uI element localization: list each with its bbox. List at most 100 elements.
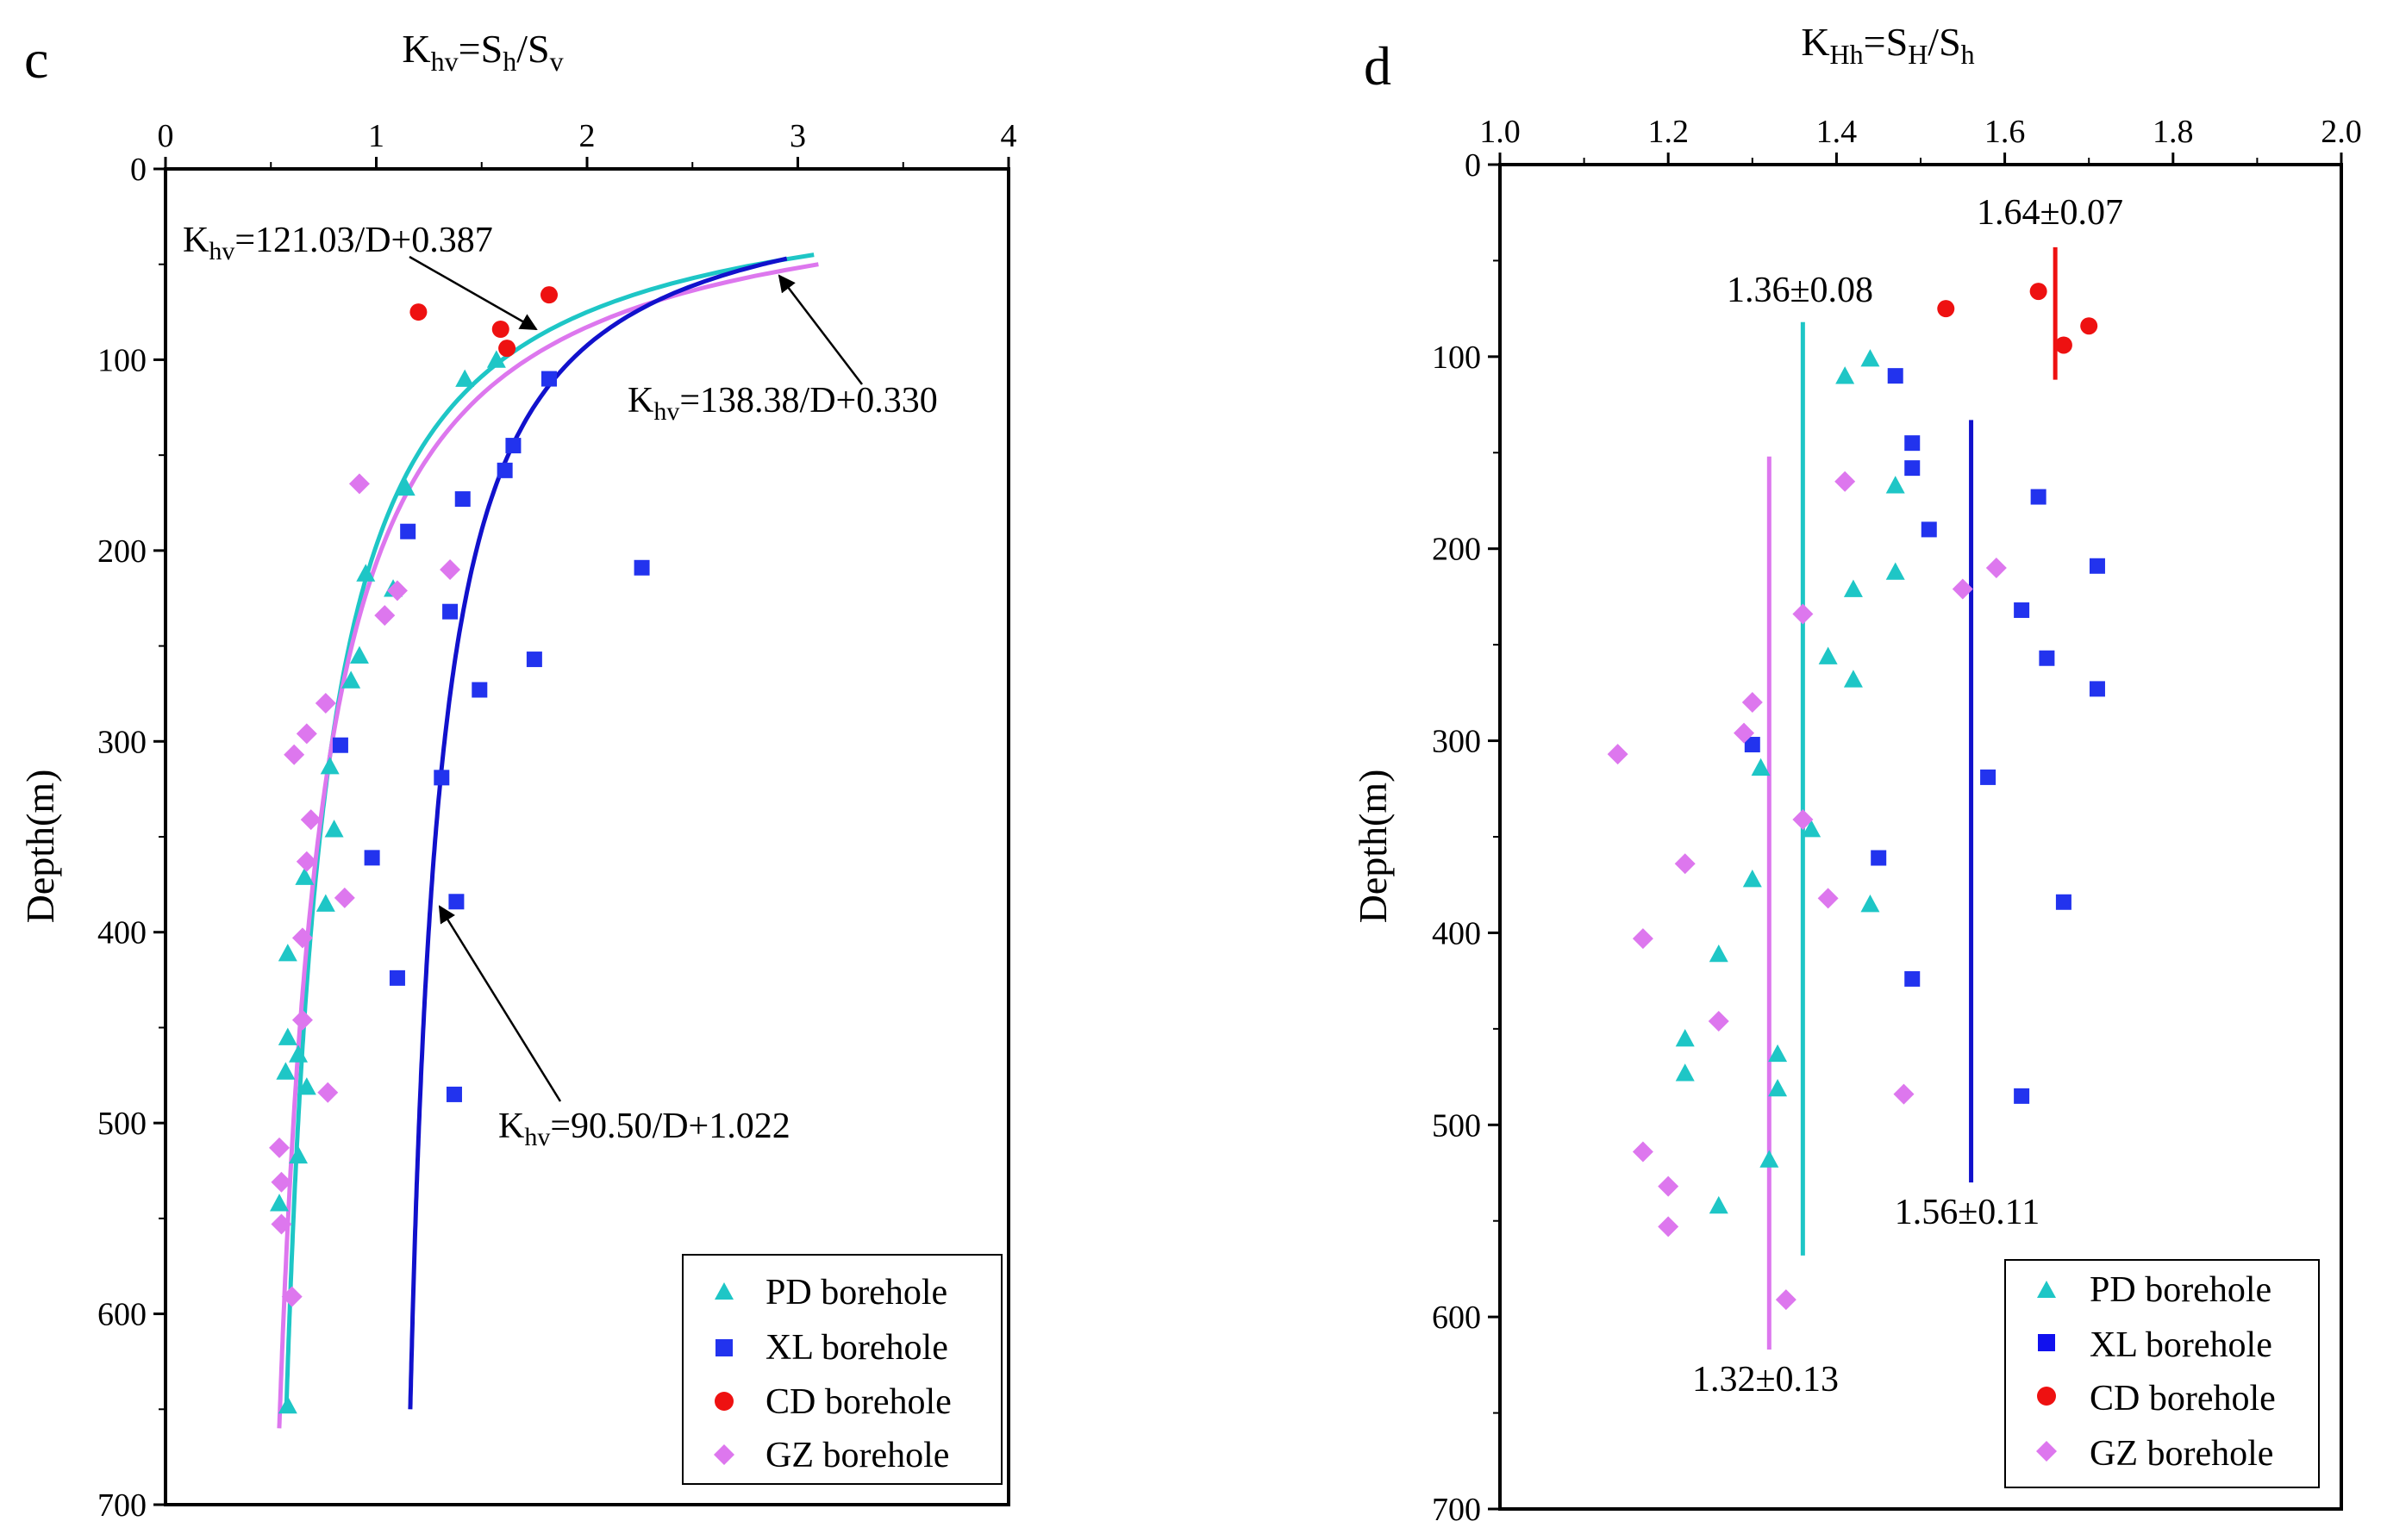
gz-data-point	[1775, 1289, 1796, 1311]
pd-data-point	[1843, 579, 1863, 597]
pd-data-point	[341, 670, 361, 689]
legend-d-gz-marker	[2036, 1441, 2057, 1462]
xl-data-point	[1887, 368, 1903, 384]
xl-data-point	[2014, 602, 2030, 619]
xl-data-point	[2014, 1088, 2030, 1104]
panel-d-y-tick-label: 100	[1432, 340, 1481, 376]
gz-data-point	[271, 1171, 292, 1193]
pd-data-point	[320, 757, 340, 775]
xl-data-point	[434, 770, 450, 786]
gz-data-point	[1817, 888, 1839, 909]
gz-data-point	[386, 580, 408, 602]
panel-d-legend-gz-label: GZ borehole	[2090, 1434, 2273, 1474]
xl-data-point	[2055, 894, 2071, 910]
gz-data-point	[291, 927, 313, 949]
cd-data-point	[2054, 336, 2072, 354]
pd-data-point	[486, 350, 506, 368]
pd-data-point	[1742, 870, 1762, 888]
gz-data-point	[440, 559, 461, 580]
panel-c-legend: PD borehole XL borehole CD borehole GZ b…	[682, 1254, 1003, 1485]
gz-data-point	[1734, 722, 1755, 744]
xl-data-point	[454, 491, 471, 508]
pd-data-point	[1818, 646, 1838, 664]
pd-data-point	[289, 1145, 309, 1164]
xl-data-point	[448, 894, 465, 910]
panel-d-x-tick-label: 1.6	[1984, 114, 2026, 150]
annotation-gz-arrow	[778, 274, 863, 385]
pd-data-point	[324, 820, 344, 838]
legend-cd-marker	[715, 1392, 734, 1411]
xl-data-point	[1921, 521, 1937, 538]
cd-data-point	[491, 321, 509, 338]
cd-data-point	[2080, 317, 2098, 335]
xl-data-point	[2039, 650, 2055, 666]
xl-data-point	[526, 652, 542, 668]
panel-c-y-tick-label: 300	[97, 724, 147, 760]
panel-d-y-tick-label: 500	[1432, 1107, 1481, 1144]
panel-d-x-axis-title: KHh=SH/Sh	[1801, 20, 1974, 70]
panel-c-legend-pd-label: PD borehole	[765, 1273, 947, 1312]
annotation-xl-arrow	[438, 905, 562, 1102]
panel-c-annotation-gz: Khv=138.38/D+0.330	[628, 274, 938, 426]
gz-data-point	[1658, 1175, 1679, 1197]
gz-data-point	[1952, 578, 1973, 600]
pd-data-point	[455, 369, 475, 387]
panel-d-legend-xl-label: XL borehole	[2090, 1325, 2272, 1365]
panel-c-x-tick-label: 0	[158, 118, 174, 154]
pd-data-point	[1843, 670, 1863, 688]
panel-d-legend: PD borehole XL borehole CD borehole GZ b…	[2004, 1259, 2320, 1488]
cd-data-point	[409, 303, 428, 321]
panel-c-x-tick-label: 3	[790, 118, 806, 154]
xl-data-point	[364, 850, 380, 866]
gz-data-point	[1674, 853, 1696, 875]
gz-data-point	[1985, 558, 2007, 578]
annotation-pd-fit: Khv=121.03/D+0.387	[183, 221, 493, 265]
xl-data-point	[1871, 850, 1887, 866]
pd-data-point	[297, 1077, 316, 1095]
xl-data-point	[2089, 681, 2105, 697]
annotation-gz-mean: 1.32±0.13	[1692, 1360, 1839, 1400]
pd-data-point	[1768, 1078, 1788, 1097]
xl-data-point	[389, 970, 405, 986]
panel-c-y-tick-label: 100	[97, 342, 147, 378]
panel-c-x-axis-title: Khv=Sh/Sv	[402, 27, 563, 77]
pd-data-point	[1885, 476, 1905, 494]
panel-c-data-points	[269, 286, 650, 1414]
gz-data-point	[1741, 692, 1763, 713]
panel-c-y-axis-title: Depth(m)	[18, 770, 62, 924]
pd-data-point	[295, 867, 315, 885]
xl-data-point	[2030, 489, 2046, 505]
gz-data-point	[296, 851, 317, 872]
panel-d-y-tick-label: 700	[1432, 1492, 1481, 1528]
pd-data-point	[278, 1027, 297, 1045]
xl-data-point	[400, 523, 416, 539]
pd-data-point	[396, 477, 416, 496]
pd-data-point	[278, 1395, 297, 1414]
panel-d-y-tick-label: 400	[1432, 915, 1481, 951]
panel-c-annotation-xl: Khv=90.50/D+1.022	[438, 905, 790, 1151]
gz-data-point	[1632, 1141, 1653, 1163]
pd-data-point	[278, 944, 297, 962]
legend-gz-marker	[714, 1444, 734, 1465]
legend-d-pd-marker	[2037, 1281, 2056, 1298]
xl-data-point	[1980, 769, 1996, 785]
panel-d-x-tick-label: 1.4	[1816, 114, 1858, 150]
xl-data-point	[442, 603, 459, 620]
pd-data-point	[289, 1044, 309, 1063]
panel-d-letter: d	[1364, 35, 1391, 97]
panel-c-legend-box	[682, 1254, 1003, 1485]
annotation-xl-mean: 1.56±0.11	[1895, 1193, 2040, 1232]
panel-c-legend-cd-label: CD borehole	[765, 1382, 952, 1422]
gz-data-point	[281, 1286, 303, 1307]
pd-data-point	[1835, 366, 1855, 384]
xl-data-point	[1904, 970, 1921, 987]
panel-d-y-tick-label: 200	[1432, 532, 1481, 568]
panel-d-legend-pd-label: PD borehole	[2090, 1270, 2271, 1310]
gz-data-point	[1607, 744, 1628, 765]
xl-data-point	[634, 559, 650, 576]
panel-c-y-tick-label: 200	[97, 533, 147, 570]
gz-data-point	[1708, 1010, 1729, 1032]
panel-c-y-tick-label: 0	[130, 152, 147, 188]
panel-d-mean-lines	[1766, 246, 2058, 1350]
